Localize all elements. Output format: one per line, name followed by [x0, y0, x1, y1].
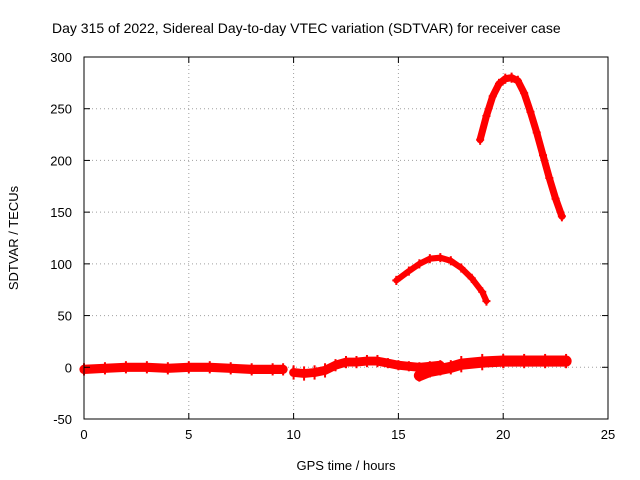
data-point: [404, 266, 413, 276]
data-point: [415, 369, 424, 382]
data-point: [482, 110, 491, 122]
data-point: [446, 360, 455, 375]
y-axis-label: SDTVAR / TECUs: [6, 185, 21, 290]
data-point: [467, 273, 476, 283]
data-point: [478, 287, 487, 297]
data-point: [457, 356, 466, 373]
data-point: [289, 365, 298, 380]
data-point: [436, 363, 445, 376]
y-tick-label: 200: [50, 153, 72, 168]
x-tick-label: 20: [496, 427, 510, 442]
series-pass-2: [476, 74, 566, 220]
data-point: [415, 259, 424, 269]
data-point: [310, 365, 319, 380]
data-point: [488, 91, 497, 102]
data-point: [501, 73, 510, 84]
data-point: [507, 72, 516, 83]
data-point: [557, 211, 566, 222]
x-tick-label: 5: [185, 427, 192, 442]
x-tick-label: 0: [80, 427, 87, 442]
tick-layer: 0 5 10 15 20 25 -50 0 50 100 150 200 250 300: [50, 50, 615, 442]
y-tick-label: 0: [65, 360, 72, 375]
data-point: [520, 88, 529, 99]
data-point: [526, 106, 535, 117]
data-point: [392, 275, 401, 285]
y-tick-label: 50: [58, 309, 72, 324]
x-tick-label: 25: [601, 427, 615, 442]
data-point: [436, 253, 445, 263]
data-point: [205, 361, 214, 374]
plot-frame: [83, 56, 609, 420]
y-tick-label: 100: [50, 257, 72, 272]
data-point: [520, 353, 529, 369]
y-tick-label: 150: [50, 205, 72, 220]
data-point: [425, 254, 434, 264]
data-point: [539, 150, 548, 161]
data-point: [404, 361, 413, 372]
data-point: [541, 353, 550, 369]
data-point: [551, 193, 560, 204]
data-point: [163, 362, 172, 375]
y-tick-label: 250: [50, 102, 72, 117]
series-pass-1: [393, 254, 490, 305]
data-point: [499, 353, 508, 369]
data-point: [532, 127, 541, 138]
chart-title: Day 315 of 2022, Sidereal Day-to-day VTE…: [52, 20, 561, 36]
data-point: [562, 353, 571, 369]
grid-layer: [84, 57, 608, 419]
y-tick-label: -50: [53, 412, 72, 427]
data-point: [142, 361, 151, 374]
data-point: [362, 354, 371, 368]
data-point: [121, 361, 130, 374]
data-point: [226, 362, 235, 375]
data-point: [321, 363, 330, 378]
data-point: [545, 172, 554, 184]
data-point: [513, 75, 522, 86]
data-point: [476, 134, 485, 145]
data-point: [300, 366, 309, 381]
data-point: [247, 363, 256, 376]
data-point: [478, 353, 487, 371]
data-point: [352, 356, 361, 369]
data-point: [457, 263, 466, 273]
series-layer: [79, 72, 572, 382]
y-tick-label: 300: [50, 50, 72, 65]
data-point: [495, 78, 504, 89]
data-point: [482, 296, 491, 306]
data-point: [184, 361, 193, 374]
data-point: [268, 363, 277, 376]
data-point: [100, 362, 109, 375]
x-axis-label: GPS time / hours: [297, 458, 396, 473]
x-tick-label: 15: [391, 427, 405, 442]
data-point: [383, 358, 392, 369]
data-point: [394, 360, 403, 371]
data-point: [279, 363, 288, 376]
data-point: [425, 365, 434, 378]
x-tick-label: 10: [286, 427, 300, 442]
data-point: [373, 354, 382, 368]
data-point: [331, 359, 340, 372]
series-track-c: [413, 355, 572, 382]
data-point: [446, 256, 455, 266]
data-point: [342, 356, 350, 369]
